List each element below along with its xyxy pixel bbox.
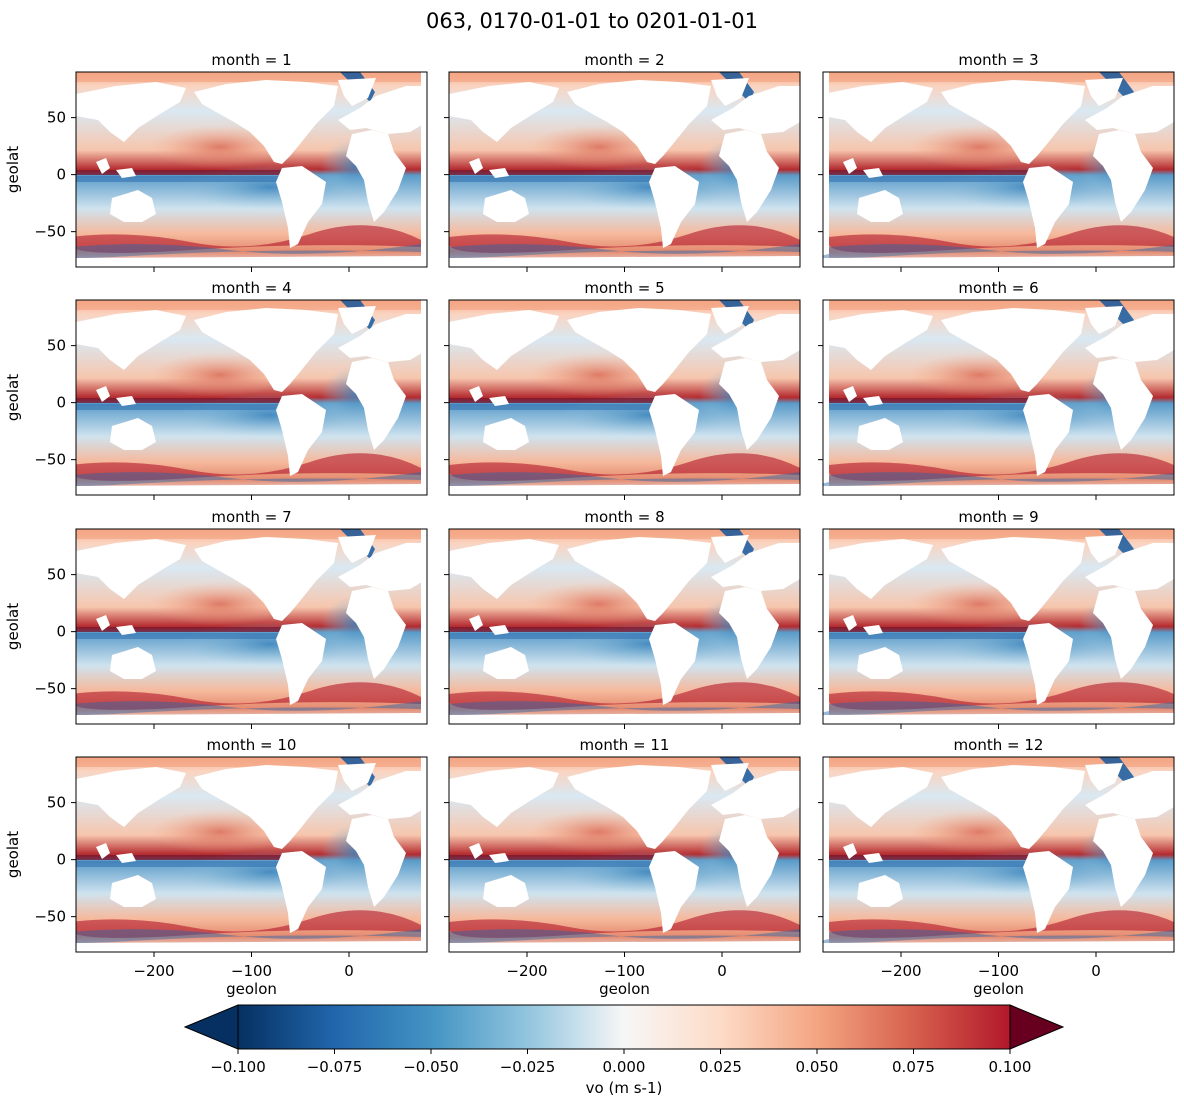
map-panel: month = 3	[818, 51, 1175, 272]
velocity-field	[76, 300, 427, 495]
x-tick-label: 0	[1091, 962, 1101, 980]
y-tick-label: −50	[34, 451, 66, 469]
y-tick-label: −50	[34, 680, 66, 698]
y-axis-label: geolat	[4, 603, 22, 650]
velocity-field	[449, 300, 800, 495]
panel-title: month = 2	[584, 51, 664, 69]
map-panel: month = 7 50 0 −50 geolat	[4, 508, 428, 729]
colorbar-tick-label: 0.100	[989, 1058, 1032, 1076]
colorbar-tick-label: −0.025	[500, 1058, 556, 1076]
panel-title: month = 3	[958, 51, 1038, 69]
panel-title: month = 5	[584, 279, 664, 297]
panel-title: month = 1	[211, 51, 291, 69]
colorbar-extend-max	[1009, 1004, 1065, 1050]
x-tick-label: −100	[978, 962, 1019, 980]
colorbar-ticks: −0.100 −0.075 −0.050 −0.025 0.000 0.025 0.050 0…	[210, 1049, 1031, 1076]
x-tick-label: −200	[880, 962, 921, 980]
velocity-field	[449, 529, 800, 724]
map-panel: month = 11 −200 −100 0 geolon	[444, 736, 801, 998]
colorbar-tick-label: 0.025	[699, 1058, 742, 1076]
map-panel: month = 1 50 0 −50 geolat	[4, 51, 428, 272]
map-panel: month = 10 50 0 −50 geolat −200 −100 0 geolon	[4, 736, 428, 998]
map-panel: month = 5	[444, 279, 801, 500]
x-tick-label: 0	[344, 962, 354, 980]
map-panel: month = 2	[444, 51, 801, 272]
map-panel: month = 9	[818, 508, 1175, 729]
velocity-field	[823, 529, 1174, 724]
velocity-field	[449, 757, 800, 952]
colorbar-tick-label: 0.050	[796, 1058, 839, 1076]
map-panel: month = 4 50 0 −50 geolat	[4, 279, 428, 500]
x-axis-label: geolon	[599, 980, 650, 998]
colorbar-label: vo (m s-1)	[586, 1079, 663, 1097]
y-axis-label: geolat	[4, 146, 22, 193]
panel-grid: month = 1 50 0 −50 geolat month = 2 month = 3 m…	[4, 51, 1175, 998]
velocity-field	[76, 757, 427, 952]
colorbar-tick-label: 0.075	[892, 1058, 935, 1076]
velocity-field	[76, 529, 427, 724]
panel-title: month = 9	[958, 508, 1038, 526]
panel-title: month = 11	[580, 736, 670, 754]
velocity-field	[823, 300, 1174, 495]
colorbar-extend-min	[183, 1004, 239, 1050]
panel-title: month = 10	[207, 736, 297, 754]
map-panel: month = 8	[444, 508, 801, 729]
colorbar-tick-label: 0.000	[603, 1058, 646, 1076]
x-tick-label: 0	[717, 962, 727, 980]
velocity-field	[449, 72, 800, 267]
colorbar: −0.100 −0.075 −0.050 −0.025 0.000 0.025 0.050 0…	[183, 1004, 1065, 1097]
y-tick-label: 50	[47, 566, 66, 584]
y-tick-label: −50	[34, 223, 66, 241]
x-tick-label: −200	[506, 962, 547, 980]
map-panel: month = 6	[818, 279, 1175, 500]
y-tick-label: −50	[34, 908, 66, 926]
y-axis-label: geolat	[4, 374, 22, 421]
panel-title: month = 4	[211, 279, 291, 297]
y-tick-label: 50	[47, 109, 66, 127]
y-tick-label: 0	[56, 394, 66, 412]
panel-title: month = 12	[954, 736, 1044, 754]
y-tick-label: 50	[47, 794, 66, 812]
velocity-field	[76, 72, 427, 267]
velocity-field	[823, 72, 1174, 267]
x-axis-label: geolon	[973, 980, 1024, 998]
panel-title: month = 8	[584, 508, 664, 526]
x-tick-label: −100	[604, 962, 645, 980]
x-tick-label: −100	[231, 962, 272, 980]
y-axis-label: geolat	[4, 831, 22, 878]
y-tick-label: 0	[56, 851, 66, 869]
figure-title: 063, 0170-01-01 to 0201-01-01	[426, 9, 758, 33]
colorbar-tick-label: −0.075	[307, 1058, 363, 1076]
colorbar-body	[237, 1004, 1011, 1050]
y-tick-label: 50	[47, 337, 66, 355]
x-axis-label: geolon	[226, 980, 277, 998]
panel-title: month = 6	[958, 279, 1038, 297]
y-tick-label: 0	[56, 623, 66, 641]
colorbar-tick-label: −0.100	[210, 1058, 266, 1076]
x-tick-label: −200	[133, 962, 174, 980]
colorbar-tick-label: −0.050	[403, 1058, 459, 1076]
y-tick-label: 0	[56, 166, 66, 184]
map-panel: month = 12 −200 −100 0 geolon	[818, 736, 1175, 998]
velocity-field	[823, 757, 1174, 952]
panel-title: month = 7	[211, 508, 291, 526]
